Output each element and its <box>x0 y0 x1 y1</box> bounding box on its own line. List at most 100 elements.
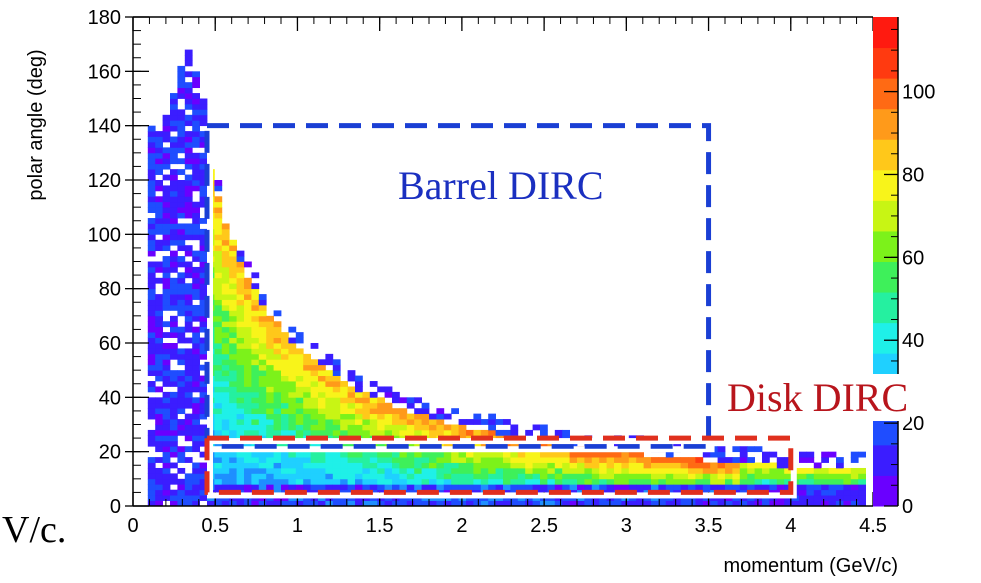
heatmap-cell <box>355 419 363 425</box>
heatmap-cell <box>221 315 230 322</box>
heatmap-cell <box>739 478 748 485</box>
heatmap-cell <box>332 391 341 398</box>
heatmap-cell <box>192 489 200 496</box>
heatmap-cell <box>162 391 171 398</box>
heatmap-cell <box>192 76 200 83</box>
heatmap-cell <box>214 310 223 317</box>
heatmap-cell <box>591 473 600 480</box>
heatmap-cell <box>651 457 659 463</box>
heatmap-cell <box>147 250 156 257</box>
heatmap-cell <box>421 500 430 507</box>
heatmap-cell <box>177 207 186 213</box>
heatmap-cell <box>199 114 208 121</box>
heatmap-cell <box>325 397 334 404</box>
heatmap-cell <box>147 440 156 447</box>
heatmap-cell <box>303 381 311 387</box>
heatmap-cell <box>221 288 230 295</box>
heatmap-cell <box>184 250 193 257</box>
heatmap-cell <box>221 429 230 436</box>
heatmap-cell <box>221 294 230 300</box>
heatmap-cell <box>325 473 334 480</box>
heatmap-cell <box>273 370 282 376</box>
heatmap-cell <box>221 353 230 360</box>
heatmap-cell <box>273 478 282 485</box>
heatmap-cell <box>355 386 363 393</box>
heatmap-cell <box>214 478 223 485</box>
heatmap-cell <box>554 429 563 436</box>
heatmap-cell <box>221 364 230 371</box>
heatmap-cell <box>184 207 193 213</box>
heatmap-cell <box>340 473 348 480</box>
heatmap-cell <box>199 283 208 290</box>
heatmap-cell <box>562 484 570 491</box>
heatmap-cell <box>244 419 252 425</box>
heatmap-cell <box>281 478 289 485</box>
heatmap-cell <box>443 451 452 458</box>
heatmap-cell <box>843 489 852 496</box>
heatmap-cell <box>229 484 237 491</box>
heatmap-cell <box>503 478 511 485</box>
heatmap-cell <box>510 500 519 507</box>
heatmap-cell <box>340 484 348 491</box>
heatmap-cell <box>406 413 415 420</box>
heatmap-cell <box>747 462 755 469</box>
heatmap-cell <box>170 136 178 143</box>
heatmap-cell <box>503 467 511 474</box>
heatmap-cell <box>155 228 163 235</box>
heatmap-cell <box>414 500 422 507</box>
heatmap-cell <box>184 457 193 463</box>
heatmap-cell <box>177 131 186 137</box>
heatmap-cell <box>680 457 689 463</box>
heatmap-cell <box>221 397 230 404</box>
heatmap-cell <box>362 462 371 469</box>
heatmap-cell <box>806 467 815 474</box>
heatmap-cell <box>392 467 400 474</box>
heatmap-cell <box>207 500 215 507</box>
heatmap-cell <box>221 408 230 415</box>
heatmap-cell <box>236 326 245 333</box>
x-tick-label: 2 <box>456 515 467 537</box>
heatmap-cell <box>184 299 193 306</box>
heatmap-cell <box>688 484 696 491</box>
x-tick-label: 0 <box>127 515 138 537</box>
heatmap-cell <box>236 413 245 420</box>
heatmap-cell <box>540 473 548 480</box>
heatmap-cell <box>192 103 200 110</box>
heatmap-cell <box>251 391 260 398</box>
colorbar-segment <box>873 292 898 324</box>
heatmap-cell <box>281 419 289 425</box>
heatmap-cell <box>184 348 193 355</box>
heatmap-cell <box>591 457 600 463</box>
heatmap-cell <box>850 478 859 485</box>
heatmap-cell <box>569 467 578 474</box>
heatmap-cell <box>451 424 459 431</box>
heatmap-cell <box>229 419 237 425</box>
heatmap-cell <box>369 451 378 458</box>
heatmap-cell <box>236 457 245 463</box>
heatmap-cell <box>177 136 186 143</box>
heatmap-cell <box>340 467 348 474</box>
heatmap-cell <box>192 326 200 333</box>
heatmap-cell <box>199 462 208 469</box>
heatmap-cell <box>162 402 171 409</box>
heatmap-cell <box>266 424 274 431</box>
heatmap-cell <box>258 353 267 360</box>
heatmap-cell <box>177 310 186 317</box>
heatmap-cell <box>636 457 644 463</box>
heatmap-cell <box>184 261 193 268</box>
heatmap-cell <box>170 343 178 349</box>
heatmap-cell <box>155 489 163 496</box>
heatmap-cell <box>362 429 371 436</box>
heatmap-cell <box>214 391 223 398</box>
heatmap-cell <box>192 163 200 170</box>
heatmap-cell <box>310 397 319 404</box>
heatmap-cell <box>599 457 607 463</box>
heatmap-cell <box>184 98 193 105</box>
heatmap-cell <box>229 381 237 387</box>
heatmap-cell <box>251 294 260 300</box>
heatmap-cell <box>562 473 570 480</box>
heatmap-cell <box>214 353 223 360</box>
heatmap-cell <box>310 462 319 469</box>
heatmap-cell <box>362 467 371 474</box>
heatmap-cell <box>147 429 156 436</box>
